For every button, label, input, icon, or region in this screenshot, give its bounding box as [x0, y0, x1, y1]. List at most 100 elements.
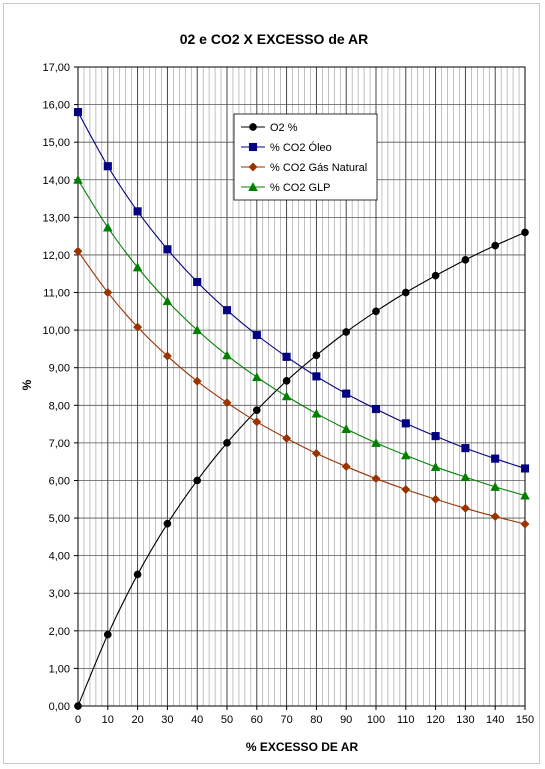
data-point	[521, 228, 529, 237]
data-point	[520, 464, 530, 473]
series-layer	[73, 108, 530, 710]
legend-label: % CO2 Óleo	[270, 141, 332, 154]
data-point	[282, 433, 292, 443]
data-point	[342, 389, 351, 398]
data-point	[193, 277, 202, 287]
data-point	[311, 408, 322, 418]
y-tick-label: 14,00	[42, 175, 70, 187]
data-point	[193, 476, 202, 485]
data-point	[490, 512, 500, 522]
series-4	[73, 174, 530, 500]
y-tick-label: 17,00	[42, 62, 70, 74]
x-tick-label: 70	[280, 714, 292, 726]
series-line	[77, 179, 526, 497]
y-tick-label: 10,00	[42, 325, 70, 337]
data-point	[341, 424, 352, 433]
x-tick-label: 150	[516, 714, 534, 726]
data-point	[282, 377, 291, 385]
legend: O2 % % CO2 Óleo % CO2 Gás Natural % CO2 GLP	[233, 113, 378, 201]
x-tick-label: 130	[456, 714, 474, 726]
data-point	[371, 405, 381, 414]
y-tick-label: 3,00	[49, 588, 70, 600]
data-point	[252, 406, 261, 415]
y-axis-title: %	[20, 379, 34, 390]
series-line	[77, 111, 526, 469]
data-point	[460, 503, 470, 513]
y-tick-label: 4,00	[49, 551, 70, 563]
x-tick-label: 80	[310, 714, 322, 726]
data-point	[103, 162, 112, 171]
data-point	[282, 352, 291, 361]
data-point	[491, 241, 500, 250]
legend-marker	[249, 123, 257, 131]
data-point	[252, 330, 261, 340]
y-tick-label: 8,00	[49, 400, 70, 412]
data-point	[401, 419, 410, 428]
data-point	[312, 372, 321, 381]
data-point	[192, 376, 202, 386]
x-tick-label: 20	[131, 714, 143, 726]
y-tick-label: 15,00	[42, 137, 70, 149]
x-tick-label: 10	[102, 714, 114, 726]
data-point	[133, 322, 143, 332]
data-point	[461, 255, 470, 264]
data-point	[460, 472, 471, 482]
y-tick-label: 2,00	[49, 626, 70, 638]
legend-box	[233, 113, 378, 201]
data-point	[103, 630, 112, 639]
data-point	[73, 108, 83, 117]
legend-item: % CO2 Óleo	[241, 141, 332, 154]
data-point	[251, 372, 262, 382]
data-point	[133, 570, 142, 579]
data-point	[132, 262, 143, 272]
legend-label: O2 %	[270, 122, 298, 134]
y-tick-label: 6,00	[49, 475, 70, 487]
data-point	[520, 490, 530, 500]
y-tick-label: 12,00	[42, 250, 70, 262]
data-point	[73, 246, 83, 256]
legend-item: O2 %	[241, 122, 298, 134]
series-3	[73, 246, 530, 529]
y-tick-label: 16,00	[42, 100, 70, 112]
series-2	[73, 108, 530, 473]
data-point	[400, 450, 411, 460]
x-tick-label: 140	[486, 714, 504, 726]
x-axis-title: % EXCESSO DE AR	[246, 740, 359, 754]
x-tick-label: 110	[397, 714, 415, 726]
series-line	[77, 250, 526, 525]
data-point	[341, 462, 351, 472]
data-point	[133, 207, 142, 216]
series-line	[77, 231, 526, 707]
series-1	[74, 228, 529, 710]
data-point	[103, 287, 113, 298]
data-point	[222, 306, 232, 315]
data-point	[401, 288, 410, 297]
legend-item: % CO2 Gás Natural	[241, 162, 367, 174]
data-point	[342, 328, 351, 336]
data-point	[281, 391, 292, 401]
data-point	[312, 351, 321, 360]
data-point	[431, 494, 441, 504]
x-tick-label: 40	[191, 714, 203, 726]
x-tick-label: 120	[426, 714, 444, 726]
data-point	[162, 296, 173, 306]
data-point	[163, 245, 172, 254]
chart-frame	[3, 3, 540, 764]
legend-label: % CO2 Gás Natural	[270, 162, 367, 174]
x-tick-label: 60	[251, 714, 263, 726]
legend-marker	[248, 182, 258, 191]
legend-marker	[248, 162, 258, 172]
data-point	[192, 325, 203, 335]
data-point	[163, 519, 172, 528]
chart-title: 02 e CO2 X EXCESSO de AR	[180, 31, 369, 47]
data-point	[162, 351, 172, 361]
data-point	[252, 417, 262, 427]
y-tick-label: 13,00	[42, 212, 70, 224]
data-point	[401, 484, 411, 495]
y-tick-label: 11,00	[43, 288, 70, 300]
y-tick-label: 7,00	[49, 438, 70, 450]
y-tick-label: 9,00	[49, 363, 70, 375]
data-point	[73, 174, 83, 184]
data-point	[430, 462, 441, 471]
